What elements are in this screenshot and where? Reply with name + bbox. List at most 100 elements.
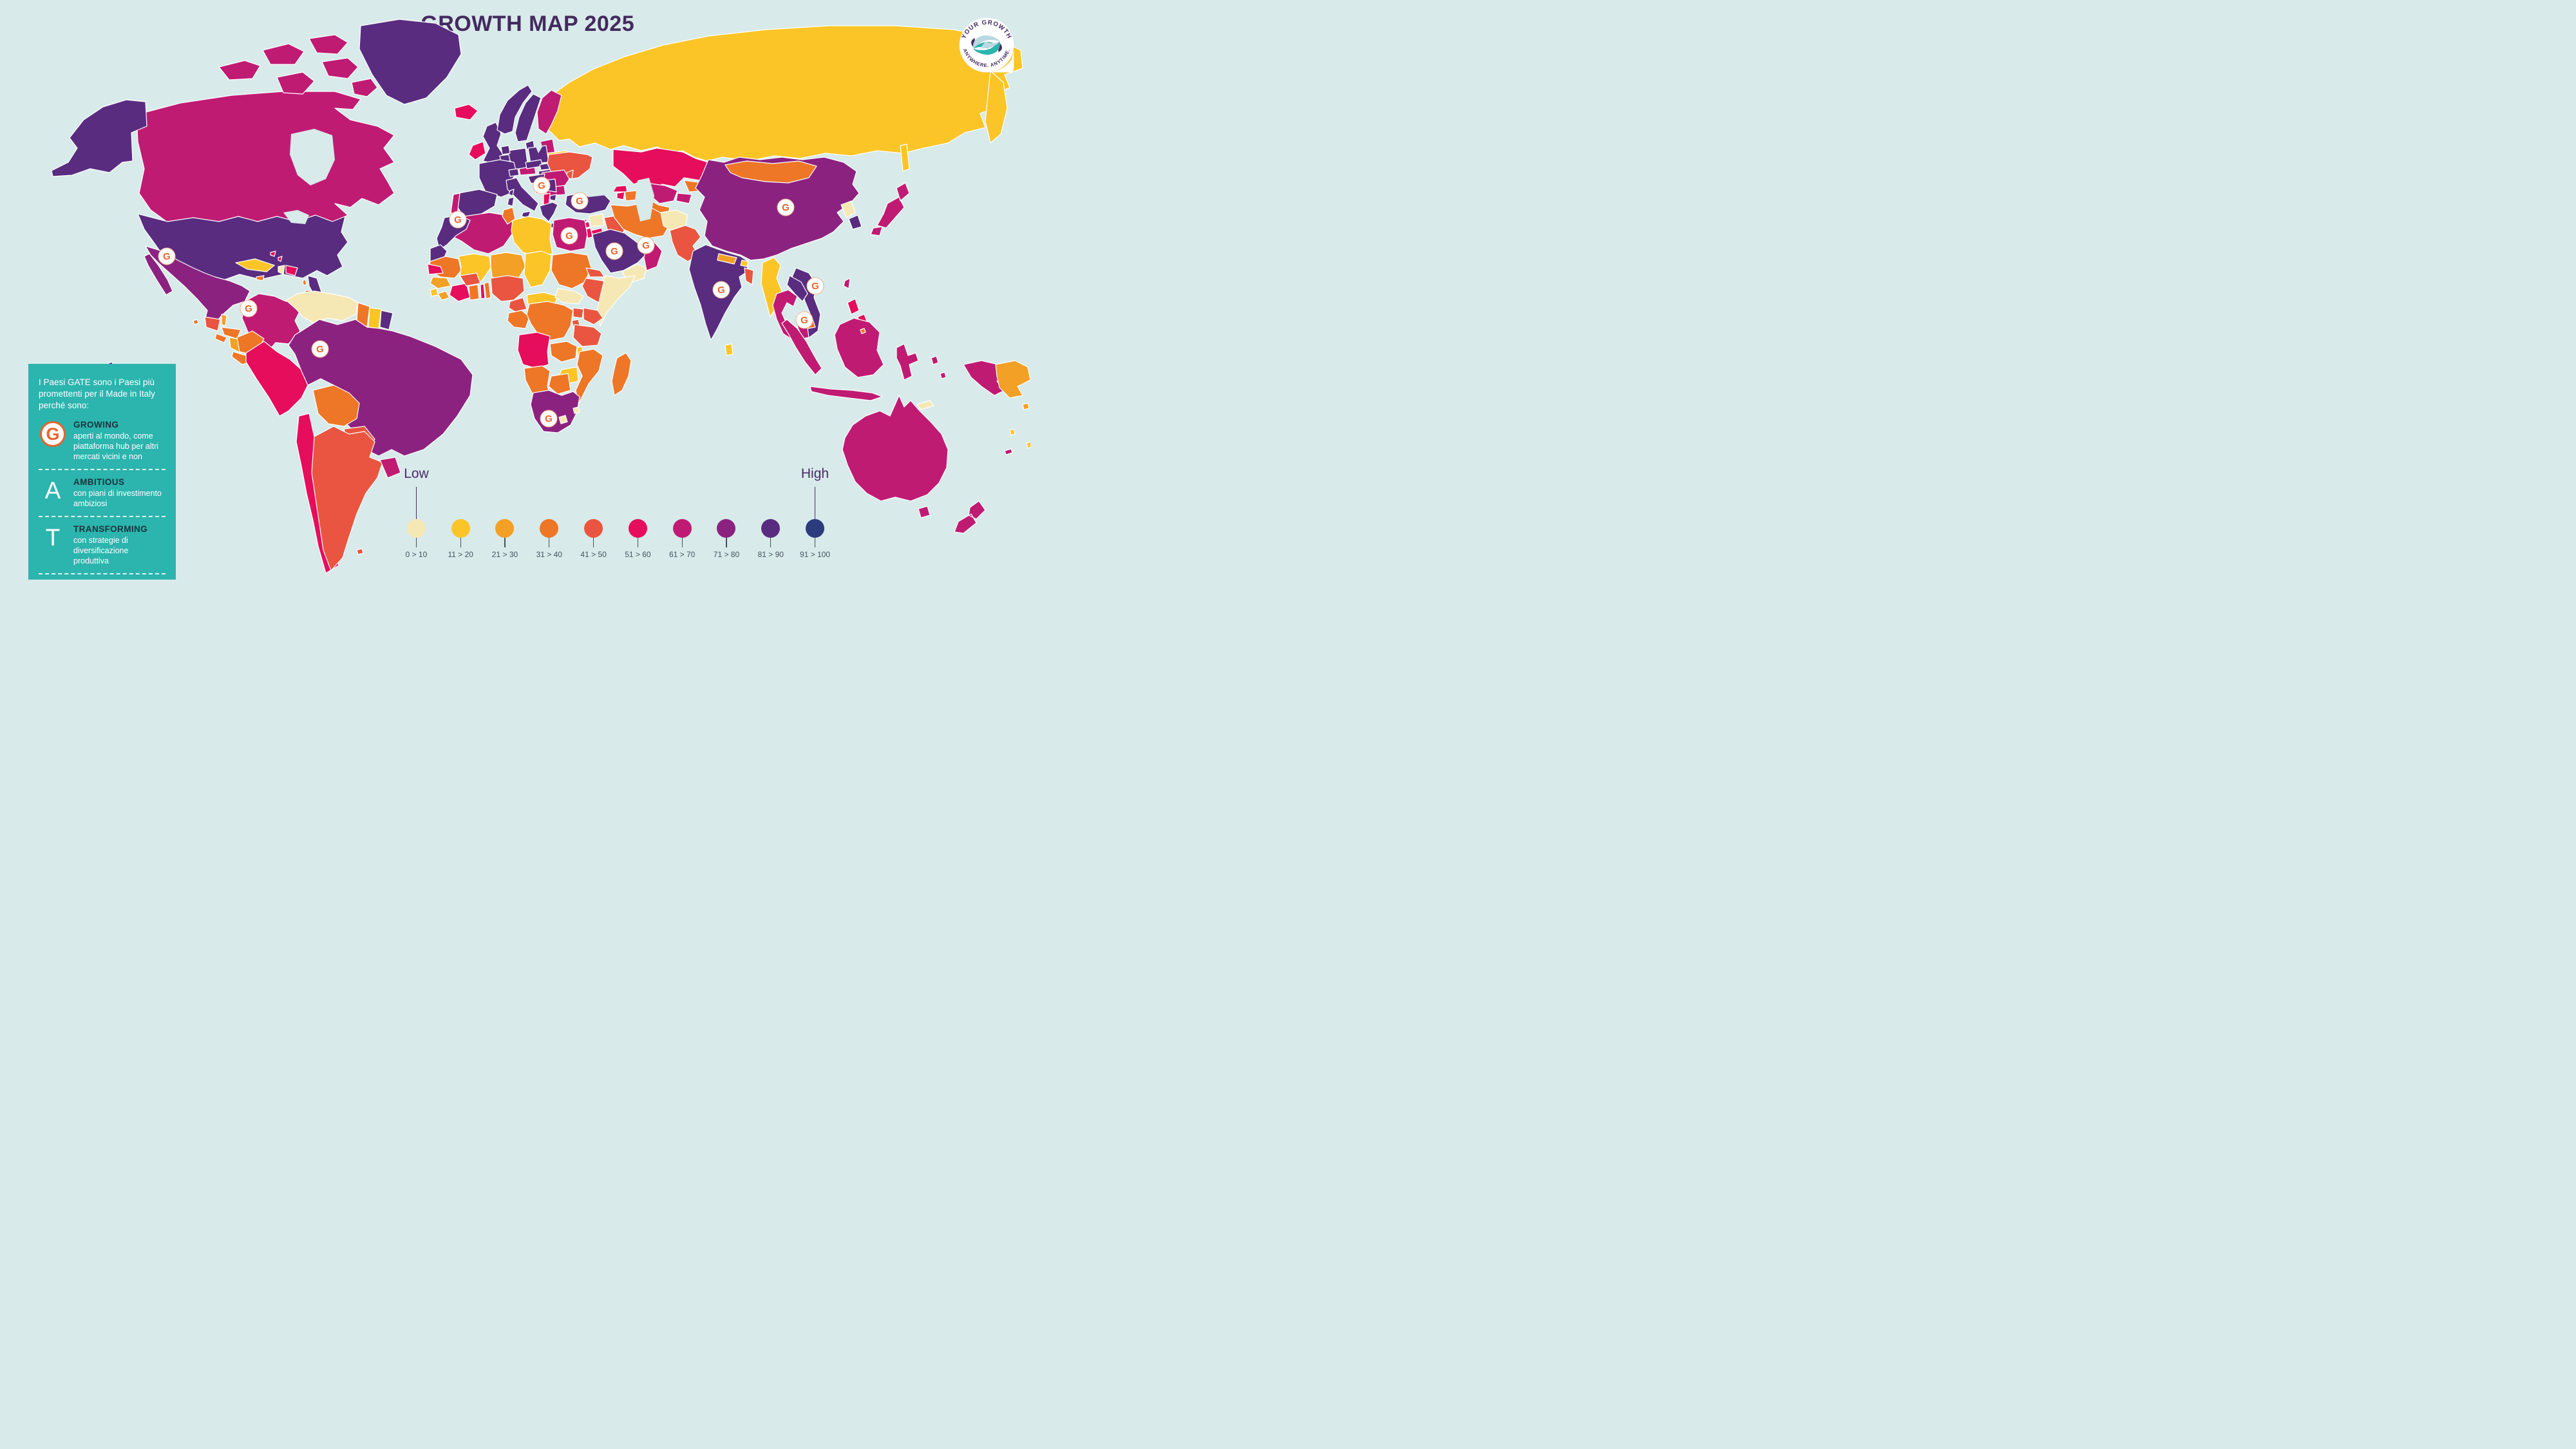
legend-stem xyxy=(460,538,461,547)
black-sea xyxy=(577,180,618,197)
country-canada xyxy=(136,91,395,225)
divider xyxy=(39,516,166,518)
gate-marker-china: G xyxy=(777,198,795,216)
legend-color-dot xyxy=(495,519,515,538)
transforming-title: TRANSFORMING xyxy=(73,524,148,535)
country-senegal xyxy=(427,263,444,275)
svg-text:G: G xyxy=(454,214,462,225)
country-netherlands xyxy=(500,145,511,155)
legend-bucket: 21 > 30 xyxy=(483,519,527,559)
country-el-salvador xyxy=(214,333,227,343)
country-bolivia xyxy=(312,384,360,427)
gate-marker-india: G xyxy=(712,281,730,299)
svg-text:G: G xyxy=(545,413,553,424)
gate-marker-turkey: G xyxy=(571,192,589,210)
transforming-desc: con strategie di diversificazione produt… xyxy=(73,536,129,566)
country-indonesia xyxy=(834,317,884,378)
gate-marker-colombia: G xyxy=(240,299,258,317)
legend-bucket: 91 > 100 xyxy=(793,487,837,559)
gate-info-panel: I Paesi GATE sono i Paesi più promettent… xyxy=(28,364,176,580)
caspian-sea xyxy=(635,178,654,222)
legend-stem xyxy=(592,538,594,547)
country-dominican-republic xyxy=(285,265,298,276)
country-greenland xyxy=(359,19,462,105)
svg-text:G: G xyxy=(782,202,790,213)
country-finland xyxy=(536,90,562,135)
country-fiji xyxy=(1026,441,1030,449)
legend-range-label: 41 > 50 xyxy=(580,550,607,559)
divider xyxy=(39,573,166,575)
growing-letter-badge: G xyxy=(39,420,67,448)
country-nigeria xyxy=(490,275,525,302)
gate-marker-saudi-arabia: G xyxy=(605,242,623,260)
svg-text:G: G xyxy=(316,344,324,355)
country-eswatini xyxy=(573,406,580,414)
country-argentina xyxy=(311,426,383,571)
country-ireland xyxy=(468,141,486,160)
svg-text:G: G xyxy=(576,196,583,207)
country-vanuatu xyxy=(1009,428,1016,436)
country-kenya xyxy=(583,307,603,325)
country-iceland xyxy=(454,104,478,120)
baltic-sea xyxy=(531,126,542,153)
legend-bucket: 11 > 20 xyxy=(439,519,483,559)
country-tasmania xyxy=(918,506,931,518)
country-burkina-faso xyxy=(459,272,481,287)
legend-range-label: 11 > 20 xyxy=(448,550,473,559)
country-bangladesh xyxy=(744,267,754,285)
country-tanzania xyxy=(573,324,602,347)
country-taiwan xyxy=(843,278,851,289)
country-zambia xyxy=(549,341,578,363)
country-madagascar xyxy=(611,352,632,396)
legend-stem xyxy=(504,538,506,547)
country-canada-arctic xyxy=(218,60,261,80)
logo-s-icon xyxy=(971,35,1002,55)
country-russia xyxy=(535,25,1023,162)
gate-item-growing: G GROWING aperti al mondo, come piattafo… xyxy=(39,420,166,462)
legend-color-dot xyxy=(761,519,781,538)
country-mozambique xyxy=(575,348,603,405)
country-lesotho xyxy=(558,415,568,424)
growth-map-infographic: GROWTH MAP 2025 xyxy=(0,0,1030,580)
legend-stem xyxy=(681,538,683,547)
country-south-sudan xyxy=(554,288,584,305)
legend-color-dot xyxy=(540,519,559,538)
legend-low-label: Low xyxy=(404,466,429,481)
svg-text:G: G xyxy=(565,231,573,242)
hudson-bay xyxy=(290,129,335,185)
panel-intro-text: I Paesi GATE sono i Paesi più promettent… xyxy=(39,377,155,410)
transforming-letter: T xyxy=(45,524,61,551)
page-title: GROWTH MAP 2025 xyxy=(421,12,635,36)
country-tunisia xyxy=(502,207,516,225)
country-guinea xyxy=(430,276,451,289)
country-norway xyxy=(497,84,533,135)
country-french-guiana xyxy=(379,310,393,330)
country-cuba xyxy=(235,258,275,272)
country-mongolia xyxy=(724,160,817,184)
country-switzerland xyxy=(508,168,520,177)
gate-marker-brazil: G xyxy=(311,340,329,358)
color-scale-legend: 0 > 10 11 > 20 21 > 30 31 > 40 41 > 50 51 > 6… xyxy=(394,487,837,559)
country-brunei xyxy=(860,328,866,334)
country-canada-arctic xyxy=(321,57,359,79)
growing-title: GROWING xyxy=(73,420,119,430)
gate-marker-mexico: G xyxy=(158,247,176,265)
svg-text:G: G xyxy=(811,281,819,292)
svg-text:G: G xyxy=(642,240,650,251)
legend-color-dot xyxy=(584,519,603,538)
country-syria xyxy=(588,213,605,227)
country-uganda xyxy=(573,307,584,319)
country-mexico xyxy=(144,245,251,325)
legend-high-label: High xyxy=(800,466,829,481)
country-russia-kamchatka xyxy=(985,70,1008,144)
country-uruguay xyxy=(379,457,401,478)
country-chad xyxy=(524,251,552,288)
country-armenia xyxy=(616,191,625,200)
country-peru xyxy=(245,341,308,417)
ambitious-letter: A xyxy=(44,477,61,504)
country-north-korea xyxy=(840,200,856,218)
legend-range-label: 31 > 40 xyxy=(536,550,562,559)
country-jamaica xyxy=(256,275,265,281)
gate-marker-balkans: G xyxy=(533,176,551,194)
legend-color-dot xyxy=(406,519,426,538)
